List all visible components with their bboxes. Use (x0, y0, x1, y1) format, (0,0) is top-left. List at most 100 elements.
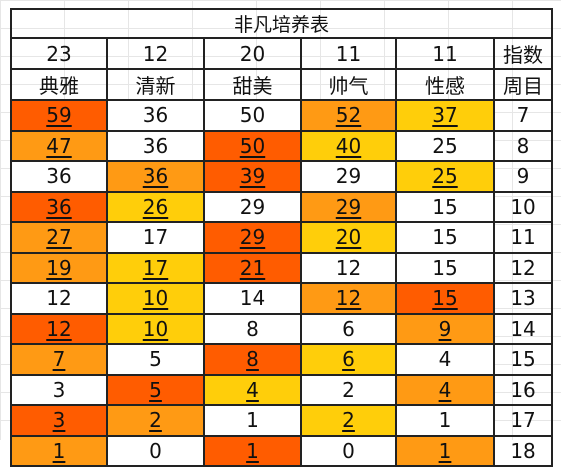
value-text: 15 (432, 255, 458, 280)
value-cell[interactable]: 4 (395, 373, 495, 406)
value-cell[interactable]: 12 (10, 312, 108, 345)
value-cell[interactable]: 2 (300, 404, 397, 437)
value-cell[interactable]: 1 (395, 434, 495, 467)
style-name-cell[interactable]: 典雅 (10, 68, 108, 101)
count-cell[interactable]: 23 (10, 37, 108, 70)
value-cell[interactable]: 26 (106, 190, 205, 223)
value-cell[interactable]: 29 (300, 190, 397, 223)
value-text: 50 (239, 133, 266, 158)
value-cell[interactable]: 50 (203, 129, 302, 162)
value-cell[interactable]: 29 (300, 160, 397, 193)
value-text: 36 (142, 133, 169, 158)
week-cell[interactable]: 18 (492, 434, 554, 467)
value-cell[interactable]: 1 (10, 434, 108, 467)
value-text: 8 (246, 316, 259, 341)
table-row: 12 10 8 6 9 14 (10, 312, 554, 345)
value-cell[interactable]: 10 (106, 312, 205, 345)
value-cell[interactable]: 15 (395, 221, 495, 254)
week-cell[interactable]: 9 (492, 160, 554, 193)
value-cell[interactable]: 21 (203, 251, 302, 284)
value-cell[interactable]: 12 (10, 282, 108, 315)
table-row: 7 5 8 6 4 15 (10, 343, 554, 376)
value-cell[interactable]: 50 (203, 99, 302, 132)
value-cell[interactable]: 10 (106, 282, 205, 315)
value-cell[interactable]: 9 (395, 312, 495, 345)
week-cell[interactable]: 10 (492, 190, 554, 223)
value-cell[interactable]: 12 (300, 282, 397, 315)
value-text: 52 (335, 103, 362, 128)
value-cell[interactable]: 15 (395, 251, 495, 284)
value-cell[interactable]: 36 (106, 160, 205, 193)
value-cell[interactable]: 2 (300, 373, 397, 406)
value-text: 26 (142, 194, 169, 219)
value-cell[interactable]: 36 (10, 160, 108, 193)
value-cell[interactable]: 5 (106, 343, 205, 376)
value-cell[interactable]: 17 (106, 251, 205, 284)
value-cell[interactable]: 25 (395, 160, 495, 193)
week-cell[interactable]: 14 (492, 312, 554, 345)
count-cell[interactable]: 12 (106, 37, 205, 70)
table-row: 1 0 1 0 1 18 (10, 434, 554, 467)
value-text: 5 (149, 347, 162, 372)
style-name-cell[interactable]: 性感 (395, 68, 495, 101)
week-cell[interactable]: 12 (492, 251, 554, 284)
value-cell[interactable]: 29 (203, 190, 302, 223)
value-cell[interactable]: 36 (106, 99, 205, 132)
value-cell[interactable]: 25 (395, 129, 495, 162)
value-cell[interactable]: 3 (10, 404, 108, 437)
style-name-cell[interactable]: 帅气 (300, 68, 397, 101)
value-cell[interactable]: 39 (203, 160, 302, 193)
value-cell[interactable]: 0 (106, 434, 205, 467)
week-cell[interactable]: 13 (492, 282, 554, 315)
week-cell[interactable]: 7 (492, 99, 554, 132)
week-label-cell[interactable]: 周目 (492, 68, 554, 101)
count-cell[interactable]: 11 (395, 37, 495, 70)
value-cell[interactable]: 47 (10, 129, 108, 162)
style-name-cell[interactable]: 甜美 (203, 68, 302, 101)
value-cell[interactable]: 3 (10, 373, 108, 406)
value-cell[interactable]: 15 (395, 190, 495, 223)
value-cell[interactable]: 7 (10, 343, 108, 376)
week-cell[interactable]: 16 (492, 373, 554, 406)
value-cell[interactable]: 4 (203, 373, 302, 406)
value-cell[interactable]: 14 (203, 282, 302, 315)
value-cell[interactable]: 4 (395, 343, 495, 376)
value-cell[interactable]: 15 (395, 282, 495, 315)
table-title[interactable]: 非凡培养表 (9, 8, 554, 39)
value-cell[interactable]: 27 (10, 221, 108, 254)
value-cell[interactable]: 8 (203, 343, 302, 376)
value-text: 36 (46, 164, 72, 189)
week-cell[interactable]: 15 (492, 343, 554, 376)
value-cell[interactable]: 1 (203, 434, 302, 467)
value-cell[interactable]: 12 (300, 251, 397, 284)
value-cell[interactable]: 1 (395, 404, 495, 437)
value-cell[interactable]: 59 (10, 99, 108, 132)
week-cell[interactable]: 11 (492, 221, 554, 254)
value-cell[interactable]: 29 (203, 221, 302, 254)
count-label-cell[interactable]: 指数 (492, 37, 554, 70)
value-cell[interactable]: 8 (203, 312, 302, 345)
count-cell[interactable]: 20 (203, 37, 302, 70)
value-cell[interactable]: 36 (10, 190, 108, 223)
value-cell[interactable]: 1 (203, 404, 302, 437)
value-cell[interactable]: 52 (300, 99, 397, 132)
value-cell[interactable]: 0 (300, 434, 397, 467)
style-name-cell[interactable]: 清新 (106, 68, 205, 101)
value-cell[interactable]: 37 (395, 99, 495, 132)
table-row: 36 36 39 29 25 9 (10, 160, 554, 193)
value-cell[interactable]: 36 (106, 129, 205, 162)
value-text: 4 (438, 377, 452, 402)
value-cell[interactable]: 5 (106, 373, 205, 406)
value-cell[interactable]: 2 (106, 404, 205, 437)
value-cell[interactable]: 20 (300, 221, 397, 254)
value-cell[interactable]: 6 (300, 343, 397, 376)
value-cell[interactable]: 19 (10, 251, 108, 284)
week-cell[interactable]: 17 (492, 404, 554, 437)
value-cell[interactable]: 40 (300, 129, 397, 162)
count-cell[interactable]: 11 (300, 37, 397, 70)
week-cell[interactable]: 8 (492, 129, 554, 162)
value-cell[interactable]: 6 (300, 312, 397, 345)
value-text: 39 (239, 164, 266, 189)
value-cell[interactable]: 17 (106, 221, 205, 254)
table-row: 3 5 4 2 4 16 (10, 373, 554, 406)
